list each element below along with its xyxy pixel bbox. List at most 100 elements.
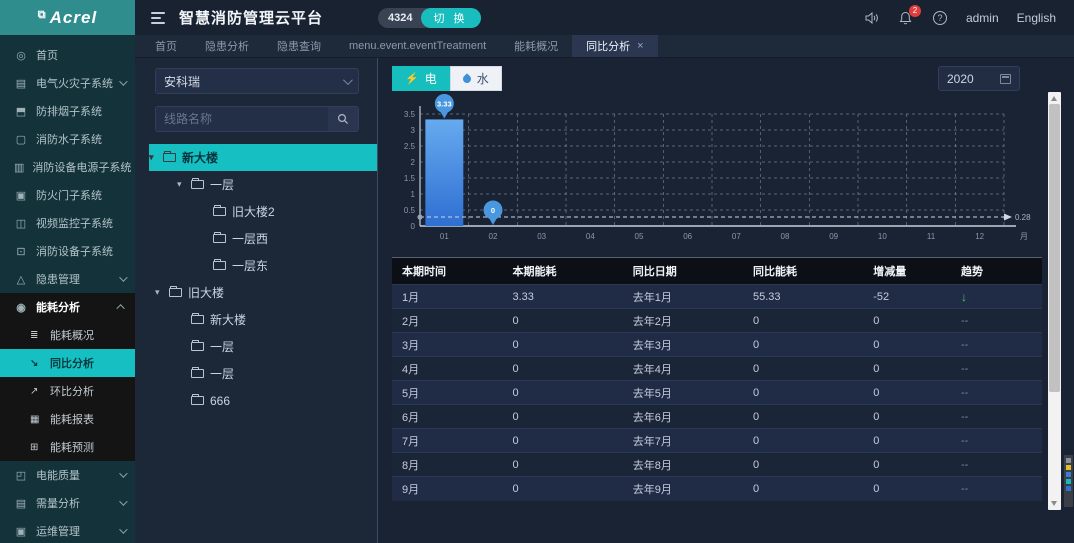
tree-node-4[interactable]: 一层东 [155,252,359,279]
notification-badge: 2 [908,4,921,17]
tab-label: menu.event.eventTreatment [349,40,487,52]
caret-down-icon[interactable]: ▾ [177,179,182,189]
tab-0[interactable]: 首页 [141,35,191,57]
sidebar-item-7[interactable]: ⊡ 消防设备子系统 [0,237,135,265]
tree-node-0[interactable]: ▾ 新大楼 [149,144,377,171]
tab-2[interactable]: 隐患查询 [263,35,335,57]
table-body: 1月 3.33 去年1月 55.33 -52 ↓ 2月 0 去年2月 0 0 -- 3月 0 去年3月 0 0-… [392,284,1042,501]
cell-yoy_date: 去年4月 [622,356,743,381]
search-button[interactable] [328,107,358,131]
sidebar-item-8[interactable]: △ 隐患管理 [0,265,135,293]
tree-node-5[interactable]: ▾ 旧大楼 [155,279,359,306]
tab-label: 隐患分析 [205,41,249,53]
tree-node-2[interactable]: 旧大楼2 [155,198,359,225]
org-select[interactable]: 安科瑞 [155,68,359,94]
tree-node-3[interactable]: 一层西 [155,225,359,252]
cell-period: 8月 [392,452,503,477]
speaker-icon[interactable] [864,10,880,26]
tab-4[interactable]: 能耗概况 [500,35,572,57]
sidebar-item-3[interactable]: ▢ 消防水子系统 [0,125,135,153]
tab-close-icon[interactable]: × [637,40,644,52]
table-header-cell: 趋势 [951,257,1042,285]
tree-node-7[interactable]: 一层 [155,333,359,360]
water-toggle-button[interactable]: 水 [449,66,502,91]
mini-widget-dot [1066,472,1071,477]
water-label: 水 [476,72,489,86]
sidebar-item-5[interactable]: ▣ 防火门子系统 [0,181,135,209]
sidebar-item-10[interactable]: ◰ 电能质量 [0,461,135,489]
search-input[interactable] [156,112,328,126]
svg-text:04: 04 [586,232,595,241]
sidebar-item-label: 隐患管理 [36,274,80,286]
caret-down-icon[interactable]: ▾ [149,152,154,162]
cell-energy: 0 [502,380,623,405]
sidebar-item-9[interactable]: ◉ 能耗分析 [0,293,135,321]
electric-toggle-button[interactable]: ⚡ 电 [392,66,450,91]
sidebar-subitem-2[interactable]: ↗ 环比分析 [0,377,135,405]
cell-energy: 0 [502,332,623,357]
tree-node-9[interactable]: 666 [155,387,359,414]
cell-trend: -- [951,428,1042,453]
table-header-cell: 同比日期 [622,257,743,285]
equipment-power-icon: ▥ [14,161,25,174]
tab-3[interactable]: menu.event.eventTreatment [335,35,500,57]
scroll-up-icon[interactable] [1051,96,1057,101]
sidebar-item-6[interactable]: ◫ 视频监控子系统 [0,209,135,237]
mini-widget-dot [1066,458,1071,463]
scrollbar-thumb[interactable] [1049,104,1060,392]
caret-down-icon[interactable]: ▾ [155,287,160,297]
tab-label: 能耗概况 [514,41,559,53]
vertical-scrollbar[interactable] [1048,92,1061,510]
folder-icon [191,367,204,378]
header: ⧉ Acrel 智慧消防管理云平台 4324 切 换 2 ? admin Eng… [0,0,1074,35]
table-header-cell: 同比能耗 [743,257,864,285]
mini-widget[interactable] [1064,455,1073,507]
cell-trend: -- [951,308,1042,333]
sidebar-item-label: 需量分析 [36,498,80,510]
sidebar-item-2[interactable]: ⬒ 防排烟子系统 [0,97,135,125]
cell-energy: 3.33 [502,284,623,309]
sidebar-subitem-0[interactable]: ≣ 能耗概况 [0,321,135,349]
svg-text:3.33: 3.33 [437,99,452,108]
help-icon[interactable]: ? [932,10,948,26]
tree-node-8[interactable]: 一层 [155,360,359,387]
cell-period: 7月 [392,428,503,453]
svg-text:12: 12 [975,232,984,241]
cell-energy: 0 [502,476,623,501]
sidebar-item-label: 视频监控子系统 [36,218,113,230]
main-content: ⚡ 电 水 2020 0 0.5 1 1.5 2 2.5 3 3.5 01 02 03 04 05 06 0… [378,58,1074,543]
switch-button[interactable]: 切 换 [420,7,481,28]
year-picker[interactable]: 2020 [938,66,1020,91]
cell-yoy_date: 去年7月 [622,428,743,453]
sidebar-subitem-4[interactable]: ⊞ 能耗预测 [0,433,135,461]
sidebar-item-1[interactable]: ▤ 电气火灾子系统 [0,69,135,97]
chevron-down-icon [119,273,128,282]
sidebar-subitem-3[interactable]: ▦ 能耗报表 [0,405,135,433]
tree-node-6[interactable]: 新大楼 [155,306,359,333]
scroll-down-icon[interactable] [1051,501,1057,506]
header-right: 2 ? admin English [864,4,1074,26]
sidebar-item-0[interactable]: ◎ 首页 [0,41,135,69]
bell-icon[interactable]: 2 [898,4,921,26]
cell-energy: 0 [502,308,623,333]
tab-1[interactable]: 隐患分析 [191,35,263,57]
cell-trend: ↓ [951,284,1042,309]
sidebar-item-4[interactable]: ▥ 消防设备电源子系统 [0,153,135,181]
sidebar-subitem-label: 同比分析 [50,358,94,370]
sidebar-item-12[interactable]: ▣ 运维管理 [0,517,135,543]
username[interactable]: admin [965,10,999,25]
bar-01[interactable] [425,119,464,226]
sidebar-item-11[interactable]: ▤ 需量分析 [0,489,135,517]
sidebar-collapse-icon[interactable] [151,11,165,24]
year-value: 2020 [947,71,974,86]
alarm-count-pill: 4324 切 换 [378,7,481,28]
trend-flat-icon: -- [961,482,969,495]
tree-node-1[interactable]: ▾ 一层 [155,171,359,198]
sidebar-subitem-1[interactable]: ↘ 同比分析 [0,349,135,377]
tab-5[interactable]: 同比分析 × [572,35,658,57]
cell-period: 6月 [392,404,503,429]
sidebar-item-label: 防排烟子系统 [36,106,102,118]
language-switch[interactable]: English [1016,10,1056,25]
cell-trend: -- [951,476,1042,501]
